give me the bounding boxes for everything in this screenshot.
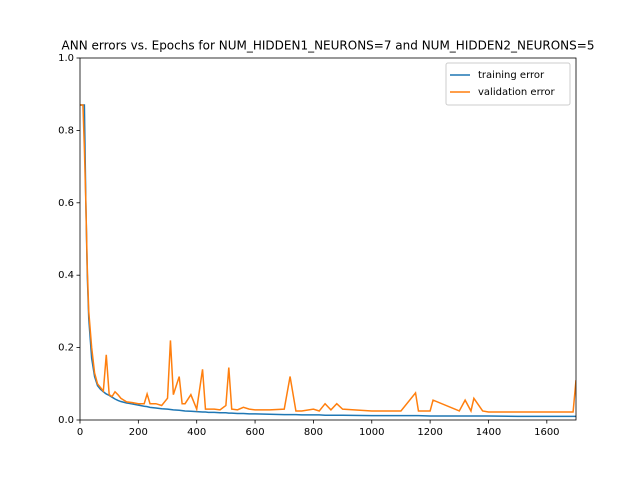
series-line xyxy=(80,104,576,418)
y-tick-label: 0.2 xyxy=(58,343,74,354)
x-tick-label: 400 xyxy=(187,427,206,438)
y-tick-label: 0.8 xyxy=(58,125,74,136)
x-tick-label: 200 xyxy=(129,427,148,438)
x-tick-label: 1400 xyxy=(476,427,501,438)
series-line xyxy=(80,104,576,414)
x-tick-label: 1200 xyxy=(417,427,442,438)
legend-label: training error xyxy=(478,70,545,81)
x-tick-label: 800 xyxy=(304,427,323,438)
plot-frame xyxy=(79,57,577,421)
y-tick-label: 0.4 xyxy=(58,270,74,281)
legend-box xyxy=(445,62,571,106)
x-tick-label: 1000 xyxy=(359,427,384,438)
legend-label: validation error xyxy=(478,87,556,98)
x-tick-label: 600 xyxy=(246,427,265,438)
x-tick-label: 0 xyxy=(77,427,83,438)
y-tick-label: 0.0 xyxy=(58,415,74,426)
y-tick-label: 0.6 xyxy=(58,198,74,209)
x-tick-label: 1600 xyxy=(534,427,559,438)
chart-title: ANN errors vs. Epochs for NUM_HIDDEN1_NE… xyxy=(62,39,595,53)
y-tick-label: 1.0 xyxy=(58,53,74,64)
